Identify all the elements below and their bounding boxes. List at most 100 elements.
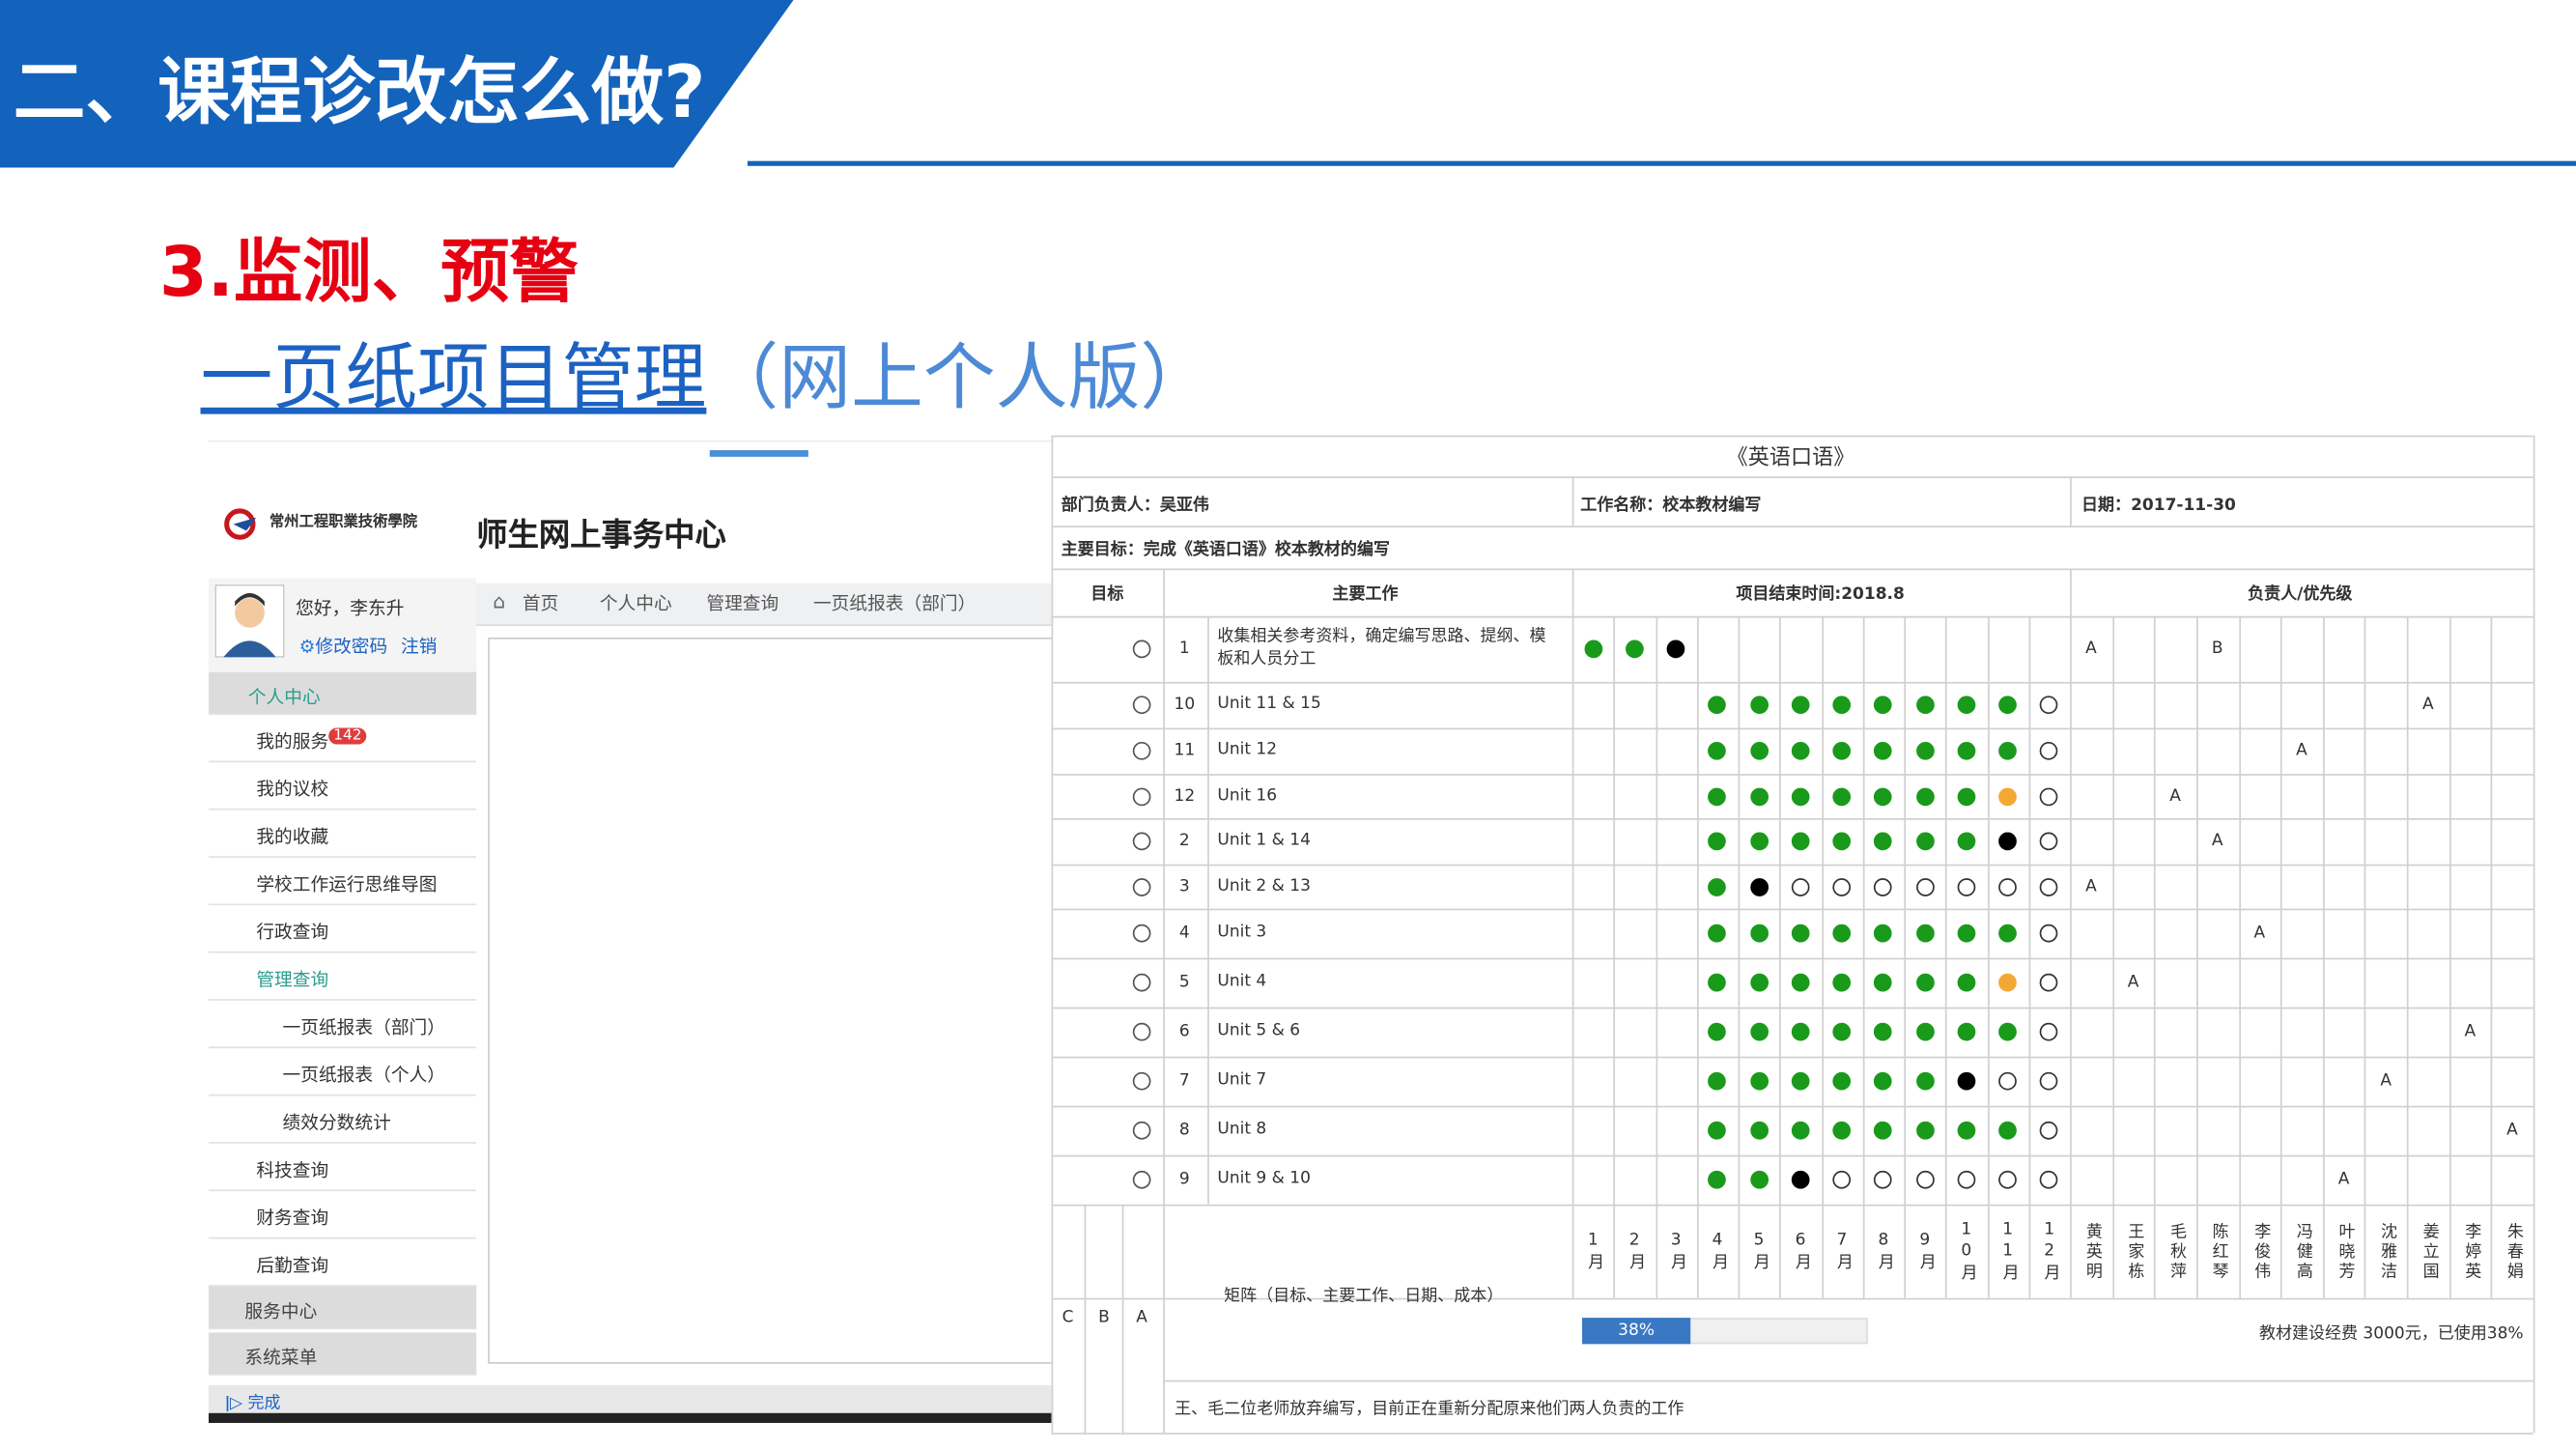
menu-item-label[interactable]: 财务查询 — [256, 1208, 329, 1230]
month-label: 7月 — [1832, 1231, 1852, 1273]
submenu-item[interactable]: 绩效分数统计 — [209, 1096, 477, 1144]
person-name: 陈红琴 — [2208, 1222, 2227, 1282]
column-header: 负责人/优先级 — [2248, 585, 2353, 605]
status-dot — [1791, 1121, 1810, 1140]
grid-line — [1945, 615, 1947, 1298]
status-bar — [209, 1384, 1052, 1413]
grid-line — [1051, 818, 2534, 820]
menu-item[interactable]: 科技查询 — [209, 1144, 477, 1192]
change-password-label[interactable]: 修改密码 — [315, 636, 388, 658]
grid-line — [1051, 1056, 2534, 1059]
menu-item[interactable]: 学校工作运行思维导图 — [209, 858, 477, 906]
menu-item-label[interactable]: 我的议校 — [256, 779, 329, 801]
status-dot — [1832, 1121, 1852, 1140]
breadcrumb[interactable]: 管理查询 — [706, 593, 779, 615]
menu-item[interactable]: 行政查询 — [209, 905, 477, 953]
menu-item-label[interactable]: 后勤查询 — [256, 1255, 329, 1277]
menu-section-label[interactable]: 系统菜单 — [244, 1347, 318, 1369]
status-dot — [1749, 832, 1769, 851]
breadcrumb[interactable]: 首页 — [522, 593, 559, 615]
grid-line — [2322, 615, 2325, 1298]
task: Unit 11 & 15 — [1217, 695, 1321, 714]
person-name: 冯健高 — [2292, 1222, 2311, 1282]
status-dot — [1749, 924, 1769, 943]
radio[interactable] — [1132, 1022, 1151, 1041]
status-dot — [1791, 973, 1810, 992]
status-dot — [1708, 741, 1727, 760]
status-dot — [1874, 1121, 1893, 1140]
owner-priority: A — [2380, 1071, 2392, 1091]
status-dot — [1708, 696, 1727, 715]
status-dot — [1998, 1121, 2018, 1140]
menu-item[interactable]: 管理查询 — [209, 953, 477, 1001]
menu-item[interactable]: 财务查询 — [209, 1191, 477, 1239]
menu-section-label[interactable]: 服务中心 — [244, 1301, 318, 1323]
radio[interactable] — [1132, 1121, 1151, 1140]
task: Unit 12 — [1217, 741, 1278, 759]
menu-item[interactable]: 后勤查询 — [209, 1238, 477, 1287]
menu-section[interactable]: 系统菜单 — [209, 1332, 477, 1376]
owner-priority: B — [2211, 640, 2223, 659]
greeting: 您好，李东升 — [296, 598, 405, 620]
radio[interactable] — [1132, 640, 1151, 659]
status-dot — [1957, 1121, 1976, 1140]
menu-item-label[interactable]: 我的收藏 — [256, 826, 329, 848]
submenu-item[interactable]: 一页纸报表（部门） — [209, 1001, 477, 1049]
menu-section[interactable]: 个人中心 — [209, 671, 477, 715]
radio[interactable] — [1132, 696, 1151, 715]
grid-line — [2491, 615, 2493, 1298]
grid-line — [1051, 615, 2534, 618]
tab — [709, 450, 808, 457]
radio[interactable] — [1132, 924, 1151, 943]
radio[interactable] — [1132, 786, 1151, 806]
status-dot — [2040, 696, 2059, 715]
radio[interactable] — [1132, 832, 1151, 851]
menu-section[interactable]: 服务中心 — [209, 1286, 477, 1330]
radio[interactable] — [1132, 1071, 1151, 1091]
menu-item-label[interactable]: 管理查询 — [256, 969, 329, 991]
info-field: 部门负责人：吴亚伟 — [1061, 497, 1209, 516]
breadcrumb[interactable]: 个人中心 — [599, 593, 672, 615]
grid-line — [1571, 476, 1574, 526]
month-label: 5月 — [1749, 1231, 1769, 1273]
status-dot — [1708, 924, 1727, 943]
radio[interactable] — [1132, 741, 1151, 760]
menu-item[interactable]: 我的议校 — [209, 762, 477, 810]
grid-line — [1738, 615, 1741, 1298]
status-dot — [1998, 1022, 2018, 1041]
change-password[interactable]: ⚙修改密码 — [298, 636, 388, 658]
info-field: 日期：2017-11-30 — [2081, 497, 2236, 516]
person-name: 叶晓芳 — [2335, 1222, 2353, 1282]
radio[interactable] — [1132, 1170, 1151, 1189]
row-number: 3 — [1178, 877, 1190, 896]
status-dot — [1874, 973, 1893, 992]
menu-item-label[interactable]: 行政查询 — [256, 922, 329, 944]
sheet-title: 《英语口语》 — [1726, 445, 1855, 471]
menu-section-label[interactable]: 个人中心 — [247, 686, 321, 709]
person-name: 姜立国 — [2419, 1222, 2438, 1282]
status-dot — [1749, 786, 1769, 806]
menu-item-label[interactable]: 我的服务 — [256, 730, 329, 753]
menu-item[interactable]: 我的收藏 — [209, 810, 477, 858]
radio[interactable] — [1132, 877, 1151, 896]
link[interactable]: 一页纸项目管理 — [200, 336, 707, 421]
person-name: 李俊伟 — [2250, 1222, 2269, 1282]
breadcrumb[interactable]: 一页纸报表（部门） — [812, 593, 977, 615]
status-dot — [1874, 786, 1893, 806]
menu-item-label[interactable]: 科技查询 — [256, 1159, 329, 1181]
radio[interactable] — [1132, 973, 1151, 992]
task: Unit 16 — [1217, 785, 1278, 805]
grid-line — [2280, 615, 2282, 1298]
status-dot — [1708, 786, 1727, 806]
submenu-item[interactable]: 一页纸报表（个人） — [209, 1048, 477, 1096]
menu-item-label[interactable]: 学校工作运行思维导图 — [256, 873, 438, 896]
month-label: 2月 — [1625, 1231, 1644, 1273]
grid-line — [1821, 615, 1824, 1298]
status-dot — [1708, 973, 1727, 992]
status-dot — [1832, 696, 1852, 715]
logout[interactable]: 注销 — [401, 636, 438, 658]
priority-label: B — [1098, 1308, 1110, 1327]
grid-line — [1051, 1297, 2534, 1300]
menu-item[interactable]: 我的服务 142 — [209, 715, 477, 763]
